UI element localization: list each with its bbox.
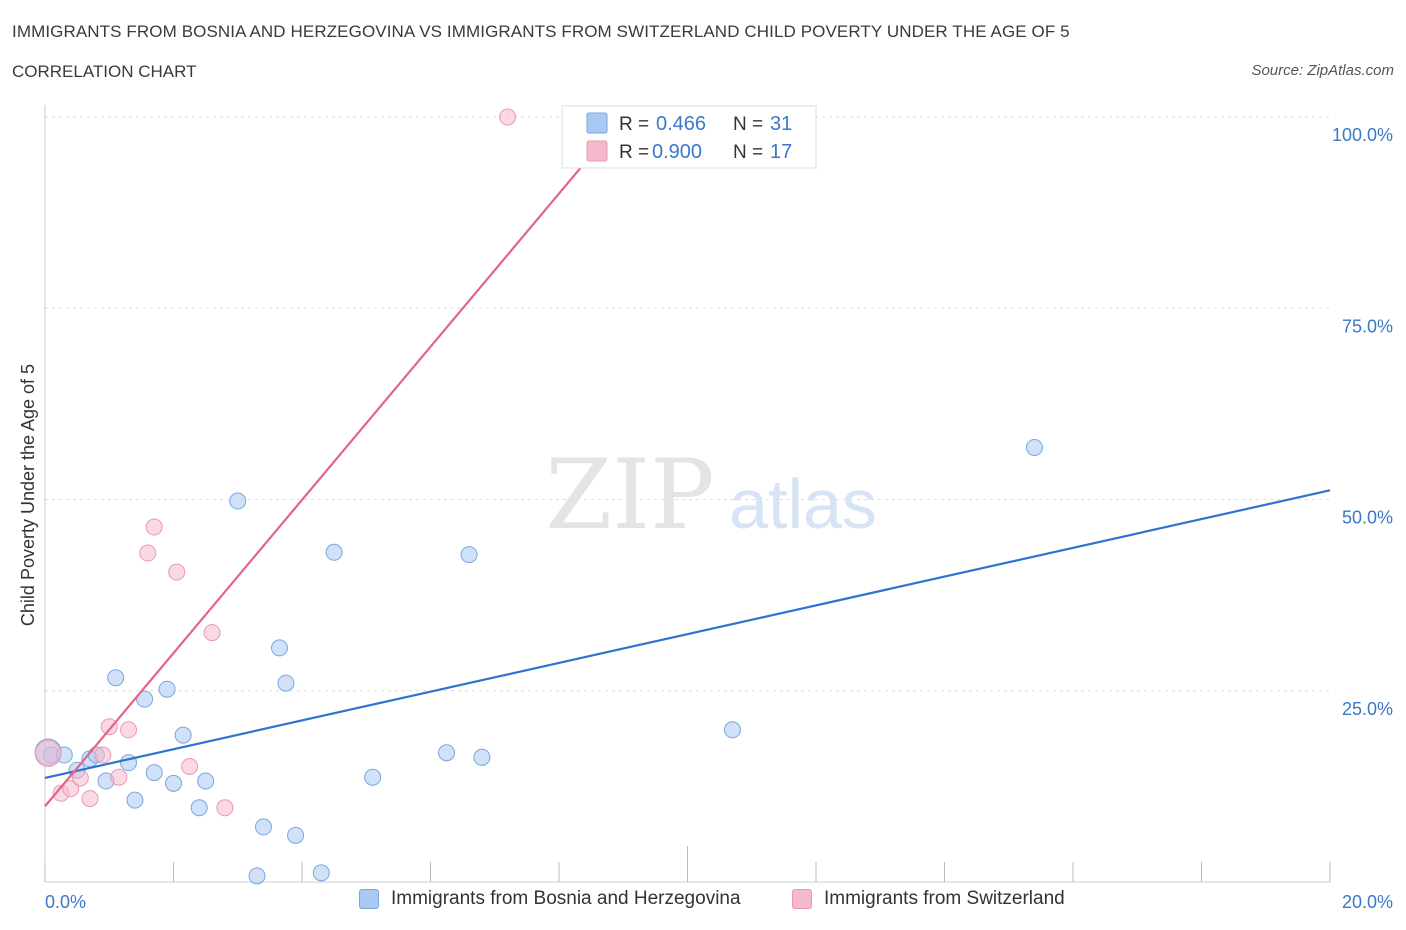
- legend-n-value-2: 17: [770, 141, 792, 163]
- bosnia-point-21: [277, 674, 295, 692]
- legend-item-bosnia[interactable]: Immigrants from Bosnia and Herzegovina: [359, 888, 741, 910]
- legend-r-label-1: R =: [619, 114, 649, 135]
- legend-swatch-pink: [586, 140, 608, 162]
- legend-label-switzerland: Immigrants from Switzerland: [824, 888, 1065, 909]
- bosnia-point-29: [723, 721, 741, 739]
- bosnia-point-11: [145, 764, 163, 782]
- switzerland-point-9: [139, 544, 157, 562]
- y-tick-label-1: 50.0%: [1342, 508, 1393, 528]
- switzerland-point-5: [94, 746, 112, 764]
- switzerland-point-7: [110, 768, 128, 786]
- switzerland-point-10: [145, 518, 163, 536]
- bosnia-trend-line: [44, 489, 1331, 780]
- legend-swatch-switzerland: [792, 889, 812, 909]
- switzerland-trend-line: [44, 116, 625, 807]
- watermark-atlas: atlas: [729, 465, 877, 543]
- y-tick-label-0: 25.0%: [1342, 699, 1393, 719]
- legend-r-value-2: 0.900: [652, 141, 702, 163]
- bosnia-point-14: [174, 726, 192, 744]
- y-tick-label-3: 100.0%: [1332, 125, 1393, 145]
- switzerland-point-6: [100, 718, 118, 736]
- watermark-zip: ZIP: [545, 439, 714, 551]
- x-tick-label-min: 0.0%: [45, 892, 86, 912]
- bosnia-point-30: [1025, 438, 1043, 456]
- switzerland-point-4: [81, 790, 99, 808]
- switzerland-point-15: [499, 108, 517, 126]
- legend-n-label-2: N =: [733, 142, 763, 163]
- x-tick-label-max: 20.0%: [1342, 892, 1393, 912]
- chart-subtitle: CORRELATION CHART: [12, 62, 197, 81]
- bosnia-point-26: [438, 744, 456, 762]
- switzerland-point-12: [181, 757, 199, 775]
- switzerland-point-2: [62, 780, 80, 798]
- watermark: ZIP atlas: [545, 439, 877, 551]
- legend-swatch-blue: [586, 112, 608, 134]
- legend-r-value-1: 0.466: [656, 113, 706, 135]
- bosnia-point-18: [248, 867, 266, 885]
- bosnia-point-28: [473, 748, 491, 766]
- bosnia-point-23: [312, 864, 330, 882]
- bosnia-point-17: [229, 492, 247, 510]
- legend-n-label-1: N =: [733, 114, 763, 135]
- series-switzerland-points: [34, 108, 706, 817]
- bosnia-point-15: [190, 799, 208, 817]
- bosnia-point-25: [364, 768, 382, 786]
- y-tick-labels: 25.0% 50.0% 75.0% 100.0%: [1332, 125, 1393, 719]
- bosnia-point-16: [197, 772, 215, 790]
- legend-item-switzerland[interactable]: Immigrants from Switzerland: [792, 888, 1065, 910]
- legend-r-label-2: R =: [619, 142, 649, 163]
- switzerland-point-11: [168, 563, 186, 581]
- switzerland-point-14: [216, 799, 234, 817]
- legend-swatch-bosnia: [359, 889, 379, 909]
- bosnia-point-22: [287, 826, 305, 844]
- source-label: Source: ZipAtlas.com: [1251, 62, 1394, 79]
- legend-n-value-1: 31: [770, 113, 792, 135]
- bosnia-point-27: [460, 546, 478, 564]
- bosnia-point-12: [158, 680, 176, 698]
- trend-lines: [44, 116, 1331, 807]
- correlation-legend: R = 0.466 N = 31 R = 0.900 N = 17: [561, 105, 817, 169]
- switzerland-point-13: [203, 624, 221, 642]
- bosnia-point-13: [165, 774, 182, 792]
- y-axis-label: Child Poverty Under the Age of 5: [18, 364, 38, 626]
- bosnia-point-20: [271, 639, 289, 657]
- switzerland-point-0: [34, 739, 62, 767]
- series-bosnia-points: [34, 438, 1043, 885]
- gridlines: [45, 116, 1330, 692]
- bosnia-point-7: [107, 669, 125, 687]
- x-tick-labels: 0.0% 20.0%: [45, 892, 1393, 912]
- chart-title: IMMIGRANTS FROM BOSNIA AND HERZEGOVINA V…: [12, 22, 1070, 41]
- y-tick-label-2: 75.0%: [1342, 316, 1393, 336]
- bosnia-point-19: [254, 818, 272, 836]
- legend-label-bosnia: Immigrants from Bosnia and Herzegovina: [391, 888, 741, 909]
- bosnia-point-10: [136, 690, 154, 708]
- series-legend: Immigrants from Bosnia and Herzegovina I…: [0, 888, 1406, 918]
- switzerland-point-8: [120, 721, 138, 739]
- bosnia-point-24: [325, 543, 343, 561]
- bosnia-point-9: [126, 791, 144, 809]
